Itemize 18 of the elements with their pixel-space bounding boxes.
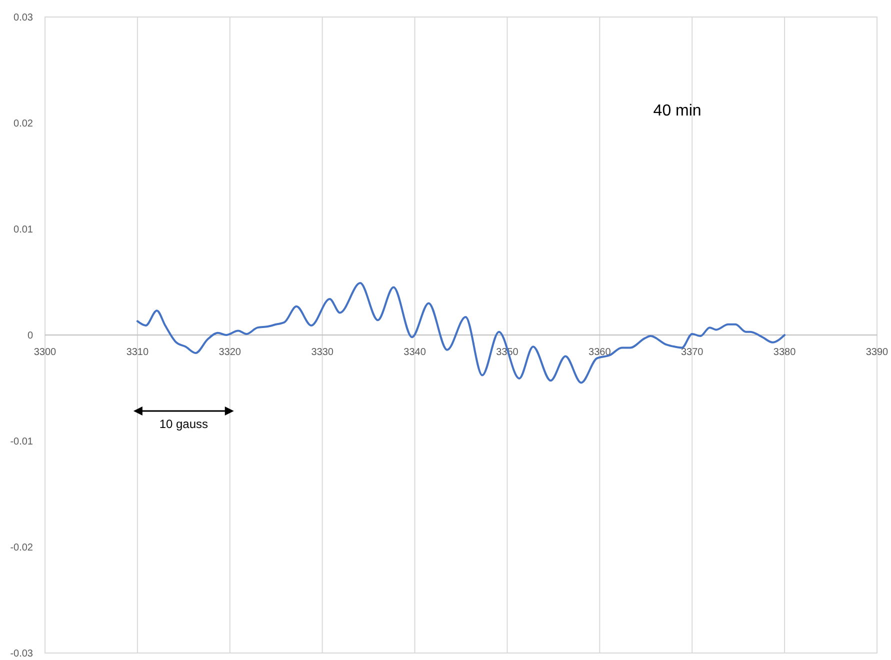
x-tick-label: 3380 [773,347,796,358]
x-tick-label: 3310 [126,347,150,358]
x-tick-label: 3370 [680,347,704,358]
x-tick-label: 3340 [404,347,426,358]
annotation: 40 min [653,102,702,120]
y-tick-label: 0.02 [14,118,34,130]
x-tick-label: 3320 [218,347,242,358]
x-tick-label: 3300 [34,347,57,358]
y-tick-label: 0.01 [14,224,34,236]
y-tick-label: -0.03 [10,648,34,660]
y-tick-label: 0.03 [14,12,34,24]
y-tick-label: -0.01 [10,436,34,448]
annotation: 10 gauss [159,417,208,431]
y-tick-label: -0.02 [10,542,34,554]
x-tick-label: 3390 [866,347,889,358]
x-tick-label: 3330 [311,347,334,358]
x-tick-label: 3360 [588,347,612,358]
y-tick-label: 0 [27,330,34,342]
